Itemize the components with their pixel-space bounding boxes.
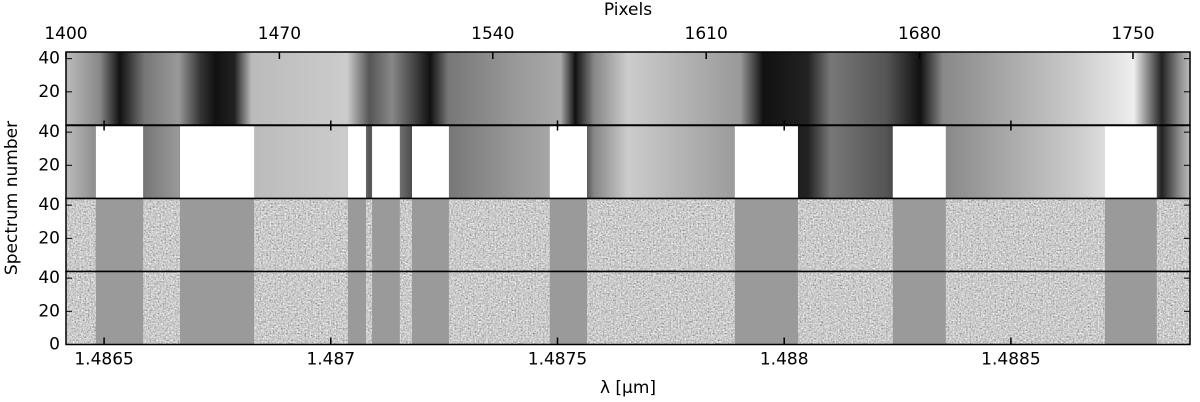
- y-tick-label: 20: [38, 155, 60, 175]
- y-tick-label: 20: [38, 82, 60, 102]
- masked-region: [372, 125, 400, 199]
- x2-tick-label: 1400: [44, 24, 87, 44]
- panel-frame: [65, 270, 1191, 346]
- masked-region: [892, 198, 946, 272]
- masked-region: [549, 271, 587, 345]
- masked-region: [549, 198, 587, 272]
- masked-region: [1104, 125, 1157, 199]
- y-tick-label: 40: [38, 195, 60, 215]
- masked-region: [347, 125, 366, 199]
- x-tick-label: 1.488: [760, 350, 809, 370]
- masked-region: [892, 125, 946, 199]
- masked-region: [180, 271, 255, 345]
- x2-tick-label: 1470: [258, 24, 301, 44]
- x-tick-label: 1.487: [306, 350, 355, 370]
- x-tick-label: 1.4865: [74, 350, 133, 370]
- masked-region: [180, 198, 255, 272]
- y-label: Spectrum number: [2, 121, 22, 275]
- masked-region: [347, 198, 366, 272]
- masked-region: [892, 271, 946, 345]
- masked-region: [734, 271, 798, 345]
- masked-region: [180, 125, 255, 199]
- masked-region: [372, 271, 400, 345]
- masked-region: [412, 271, 449, 345]
- masked-region: [412, 125, 449, 199]
- x2-label: Pixels: [604, 0, 652, 20]
- x2-tick-label: 1610: [685, 24, 728, 44]
- masked-region: [95, 271, 144, 345]
- y-tick-label: 0: [49, 335, 60, 355]
- x-tick-label: 1.4875: [528, 350, 587, 370]
- x2-tick-label: 1540: [471, 24, 514, 44]
- x2-tick-label: 1750: [1111, 24, 1154, 44]
- x-tick-label: 1.4885: [981, 350, 1040, 370]
- x-label: λ [μm]: [600, 378, 656, 398]
- masked-region: [549, 125, 587, 199]
- y-tick-label: 40: [38, 122, 60, 142]
- masked-region: [412, 198, 449, 272]
- masked-region: [734, 125, 798, 199]
- masked-region: [1104, 198, 1157, 272]
- masked-region: [347, 271, 366, 345]
- x2-tick-label: 1680: [898, 24, 941, 44]
- masked-region: [1104, 271, 1157, 345]
- y-tick-label: 40: [38, 268, 60, 288]
- y-tick-label: 40: [38, 49, 60, 69]
- masked-region: [372, 198, 400, 272]
- y-tick-label: 20: [38, 301, 60, 321]
- masked-region: [95, 198, 144, 272]
- masked-region: [95, 125, 144, 199]
- masked-region: [734, 198, 798, 272]
- spectrum-image: [66, 52, 1190, 125]
- y-tick-label: 20: [38, 228, 60, 248]
